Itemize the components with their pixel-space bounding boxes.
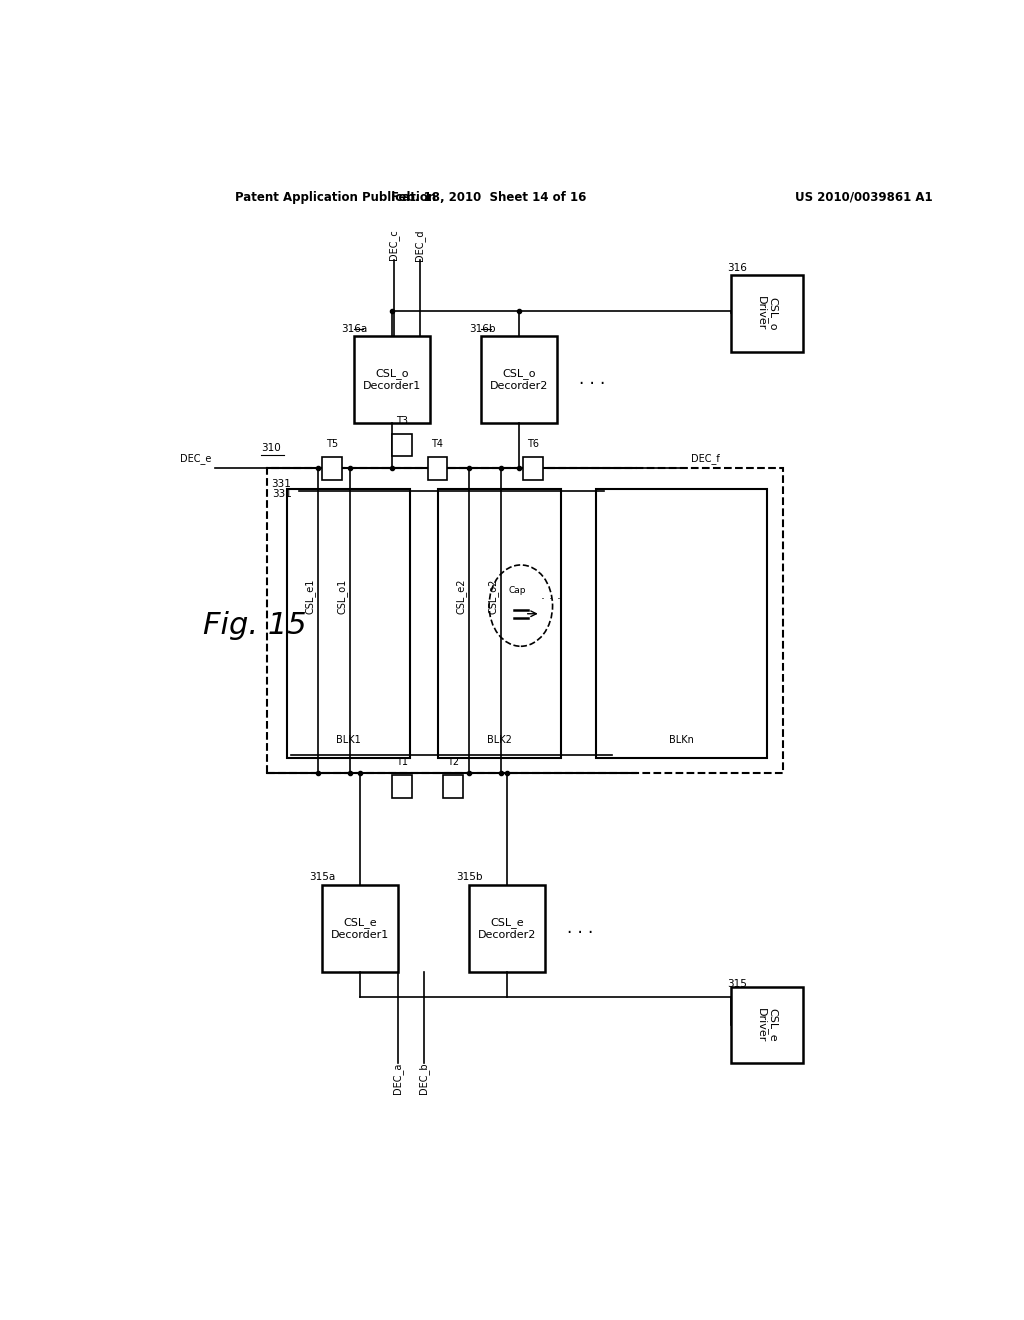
Text: DEC_e: DEC_e xyxy=(180,453,211,463)
Text: 315b: 315b xyxy=(456,873,482,882)
Bar xyxy=(428,457,447,479)
Text: CSL_e
Decorder2: CSL_e Decorder2 xyxy=(478,917,537,940)
Text: BLK2: BLK2 xyxy=(486,735,511,744)
Bar xyxy=(731,276,803,351)
Text: DEC_c: DEC_c xyxy=(388,230,399,260)
Bar xyxy=(323,886,397,972)
Text: CSL_o1: CSL_o1 xyxy=(337,579,348,614)
Text: CSL_e
Decorder1: CSL_e Decorder1 xyxy=(331,917,389,940)
Bar xyxy=(437,488,560,758)
Text: T2: T2 xyxy=(447,758,460,767)
Text: 315a: 315a xyxy=(309,873,335,882)
Text: 331: 331 xyxy=(270,479,291,488)
Text: Patent Application Publication: Patent Application Publication xyxy=(236,190,436,203)
Text: DEC_d: DEC_d xyxy=(415,230,426,260)
Text: T1: T1 xyxy=(396,758,408,767)
Text: BLK1: BLK1 xyxy=(336,735,360,744)
Text: T5: T5 xyxy=(326,440,338,449)
Bar xyxy=(267,469,782,774)
Text: CSL_o
Decorder2: CSL_o Decorder2 xyxy=(489,368,548,391)
Text: DEC_f: DEC_f xyxy=(691,453,720,463)
Text: 316b: 316b xyxy=(469,325,496,334)
Text: . . .: . . . xyxy=(541,589,561,602)
Bar xyxy=(392,775,412,797)
Bar xyxy=(354,337,430,422)
Text: CSL_o
Driver: CSL_o Driver xyxy=(756,296,778,330)
Bar xyxy=(596,488,767,758)
Bar xyxy=(322,457,342,479)
Text: US 2010/0039861 A1: US 2010/0039861 A1 xyxy=(795,190,932,203)
Text: 331: 331 xyxy=(272,488,292,499)
Bar xyxy=(287,488,410,758)
Bar xyxy=(481,337,557,422)
Text: DEC_a: DEC_a xyxy=(392,1063,403,1094)
Text: 310: 310 xyxy=(261,444,281,453)
Text: BLKn: BLKn xyxy=(669,735,694,744)
Bar xyxy=(731,987,803,1063)
Bar xyxy=(523,457,543,479)
Text: 315: 315 xyxy=(727,978,748,989)
Bar xyxy=(392,434,412,457)
Text: 316: 316 xyxy=(727,263,748,273)
Text: CSL_e2: CSL_e2 xyxy=(456,578,467,614)
Text: Cap: Cap xyxy=(508,586,525,595)
Bar xyxy=(443,775,463,797)
Bar xyxy=(469,886,545,972)
Text: . . .: . . . xyxy=(567,919,594,937)
Text: CSL_e
Driver: CSL_e Driver xyxy=(756,1007,778,1041)
Text: Fig. 15: Fig. 15 xyxy=(204,611,307,640)
Text: . . .: . . . xyxy=(580,371,605,388)
Text: CSL_o
Decorder1: CSL_o Decorder1 xyxy=(362,368,421,391)
Text: T3: T3 xyxy=(396,416,408,426)
Text: CSL_o2: CSL_o2 xyxy=(487,578,499,614)
Text: CSL_e1: CSL_e1 xyxy=(305,578,316,614)
Text: 316a: 316a xyxy=(341,325,367,334)
Text: T6: T6 xyxy=(526,440,539,449)
Text: T4: T4 xyxy=(431,440,443,449)
Text: DEC_b: DEC_b xyxy=(419,1063,429,1094)
Text: Feb. 18, 2010  Sheet 14 of 16: Feb. 18, 2010 Sheet 14 of 16 xyxy=(391,190,587,203)
